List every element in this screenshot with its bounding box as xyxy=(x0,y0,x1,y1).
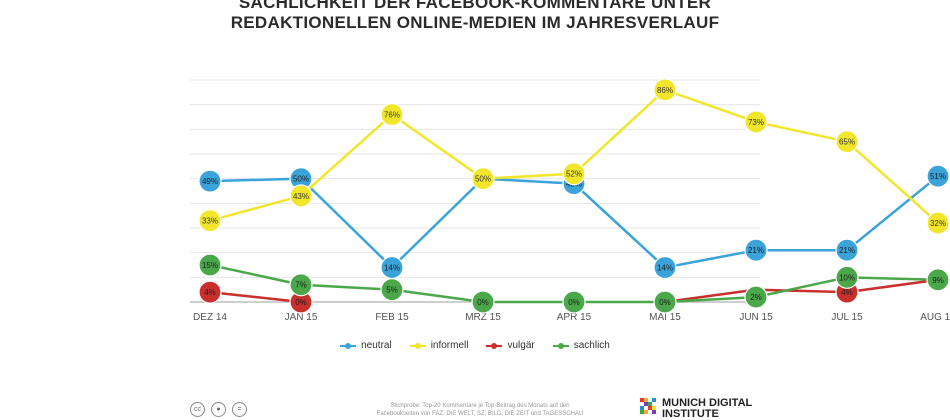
data-label-informell: 33% xyxy=(202,217,218,226)
data-label-sachlich: 15% xyxy=(202,261,218,270)
data-point-neutral xyxy=(744,238,768,262)
source-note: Stichprobe: Top-20 Kommentare je Top-Bei… xyxy=(350,402,610,418)
data-point-sachlich xyxy=(380,278,404,302)
data-point-informell xyxy=(562,162,586,186)
data-point-sachlich xyxy=(198,253,222,277)
data-point-sachlich xyxy=(653,290,677,314)
legend-label: neutral xyxy=(361,340,392,351)
data-label-vulgär: 4% xyxy=(841,288,853,297)
logo-text-line2: INSTITUTE xyxy=(662,408,719,420)
data-label-neutral: 49% xyxy=(202,177,218,186)
x-tick-label: DEZ 14 xyxy=(193,312,227,323)
legend-swatch-vulgar xyxy=(486,342,503,349)
x-tick-label: JUL 15 xyxy=(831,312,863,323)
data-point-informell xyxy=(289,184,313,208)
data-point-sachlich xyxy=(744,285,768,309)
data-point-neutral xyxy=(198,169,222,193)
legend-label: vulgär xyxy=(507,340,535,351)
data-point-sachlich xyxy=(835,265,859,289)
data-point-informell xyxy=(653,78,677,102)
license-icons: cc ● = xyxy=(190,402,247,417)
data-label-neutral: 21% xyxy=(748,246,764,255)
data-label-sachlich: 0% xyxy=(477,298,489,307)
x-tick-label: MAI 15 xyxy=(649,312,681,323)
data-point-neutral xyxy=(653,255,677,280)
data-label-sachlich: 2% xyxy=(750,293,762,302)
legend-label: sachlich xyxy=(573,340,610,351)
data-label-neutral: 21% xyxy=(839,246,855,255)
source-line1: Stichprobe: Top-20 Kommentare je Top-Bei… xyxy=(390,403,570,409)
data-label-informell: 86% xyxy=(657,86,673,95)
x-tick-label: JAN 15 xyxy=(285,312,318,323)
cc-icon: cc xyxy=(190,402,205,417)
legend-item-informell: informell xyxy=(409,340,469,351)
data-point-informell xyxy=(471,167,495,191)
legend-swatch-sachlich xyxy=(552,342,569,349)
data-label-sachlich: 10% xyxy=(839,273,855,282)
data-point-informell xyxy=(380,102,404,127)
series-line-vulgär xyxy=(209,278,939,304)
data-label-neutral: 50% xyxy=(293,175,309,184)
logo-text-line1: MUNICH DIGITAL xyxy=(662,397,753,409)
logo-mark-icon xyxy=(640,398,656,414)
data-point-sachlich xyxy=(289,273,313,297)
data-label-informell: 50% xyxy=(475,175,491,184)
source-line2: Facebookseiten von FAZ, DIE WELT, SZ, BI… xyxy=(376,411,584,417)
legend-swatch-neutral xyxy=(340,342,357,349)
data-label-informell: 32% xyxy=(930,219,946,228)
data-label-informell: 52% xyxy=(566,170,582,179)
data-point-informell xyxy=(744,110,768,134)
legend-label: informell xyxy=(430,340,469,351)
data-point-informell xyxy=(835,130,859,154)
data-label-sachlich: 5% xyxy=(386,286,398,295)
data-label-informell: 76% xyxy=(384,111,400,120)
munich-digital-institute-logo: MUNICH DIGITAL INSTITUTE xyxy=(640,398,752,420)
data-point-sachlich xyxy=(926,268,950,292)
data-label-informell: 43% xyxy=(293,192,309,201)
chart-title-line1: SACHLICHKEIT DER FACEBOOK-KOMMENTARE UNT… xyxy=(238,0,712,12)
data-label-sachlich: 9% xyxy=(932,276,944,285)
x-tick-label: APR 15 xyxy=(557,312,592,323)
by-icon: ● xyxy=(211,402,226,417)
data-point-informell xyxy=(926,211,950,235)
legend-item-vulgar: vulgär xyxy=(486,340,535,351)
chart-legend: neutral informell vulgär sachlich xyxy=(0,340,950,351)
data-point-informell xyxy=(198,209,222,233)
chart-title-line2: REDAKTIONELLEN ONLINE-MEDIEN IM JAHRESVE… xyxy=(230,13,720,32)
data-label-sachlich: 0% xyxy=(568,298,580,307)
line-chart: DEZ 14 JAN 15 FEB 15 MRZ 15 APR 15 MAI 15 JUN … xyxy=(190,78,950,323)
data-label-neutral: 14% xyxy=(657,263,673,272)
legend-item-neutral: neutral xyxy=(340,340,392,351)
x-tick-label: FEB 15 xyxy=(375,312,409,323)
data-label-informell: 73% xyxy=(748,118,764,127)
legend-swatch-informell xyxy=(409,342,426,349)
equal-icon: = xyxy=(232,402,247,417)
data-point-neutral xyxy=(926,164,950,188)
data-point-neutral xyxy=(835,238,859,262)
data-label-sachlich: 7% xyxy=(295,281,307,290)
data-label-neutral: 14% xyxy=(384,263,400,272)
data-label-vulgär: 0% xyxy=(295,298,307,307)
legend-item-sachlich: sachlich xyxy=(552,340,610,351)
data-label-informell: 65% xyxy=(839,138,855,147)
data-label-neutral: 51% xyxy=(930,172,946,181)
x-tick-label: AUG 15 xyxy=(920,312,950,323)
data-point-vulgär xyxy=(198,280,222,304)
data-point-sachlich xyxy=(562,290,586,314)
data-label-vulgär: 4% xyxy=(204,288,216,297)
x-tick-label: JUN 15 xyxy=(739,312,773,323)
x-tick-label: MRZ 15 xyxy=(465,312,501,323)
data-point-sachlich xyxy=(471,290,495,314)
data-label-sachlich: 0% xyxy=(659,298,671,307)
